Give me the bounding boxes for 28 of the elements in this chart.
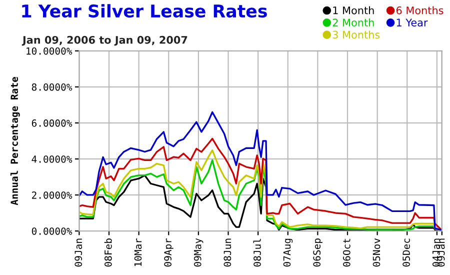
x-tick-label: 09Apr — [164, 238, 174, 267]
x-tick-label: 09Jan — [74, 238, 82, 267]
y-tick-label: 8.0000% — [32, 83, 72, 91]
x-tick-label: 09May — [194, 238, 204, 267]
chart-title: 1 Year Silver Lease Rates — [22, 4, 267, 18]
x-tick-label: 05Nov — [372, 238, 380, 267]
legend-label: 6 Months — [396, 6, 444, 14]
x-tick-label: 10Mar — [134, 238, 142, 266]
x-tick-label: 06Sep — [313, 238, 322, 267]
x-tick-label: 09Jan — [437, 238, 445, 267]
legend-label: 3 Months — [332, 30, 380, 39]
x-tick-label: 06Oct — [342, 238, 350, 267]
chart-subtitle: Jan 09, 2006 to Jan 09, 2007 — [22, 36, 188, 46]
x-tick-label: 08Feb — [104, 238, 112, 267]
y-tick-label: 0.0000% — [32, 228, 72, 235]
x-tick-label: 04Jan — [432, 238, 440, 267]
legend-label: 2 Month — [332, 18, 374, 26]
y-tick-label: 6.0000% — [32, 119, 72, 127]
x-tick-label: 08Jun — [224, 238, 232, 267]
legend-label: 1 Month — [333, 6, 374, 14]
x-tick-label: 08Jul — [253, 238, 261, 267]
x-tick-label: 07Aug — [283, 238, 293, 267]
y-tick-label: 4.0000% — [32, 155, 72, 163]
legend-label: 1 Year — [396, 18, 428, 26]
y-tick-label: 10.0000% — [26, 47, 72, 55]
y-tick-label: 2.0000% — [32, 191, 72, 199]
x-tick-label: 05Dec — [402, 238, 410, 267]
y-axis-title: Annual Percentage Rate — [10, 76, 20, 206]
